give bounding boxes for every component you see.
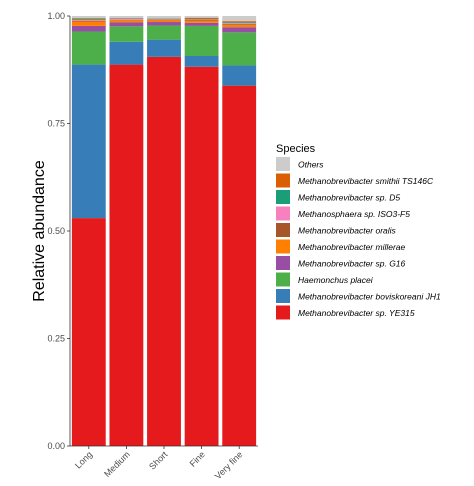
legend-key [276,289,290,303]
bar-segment-long-7 [71,19,106,20]
bar-segment-fine-2 [184,25,219,56]
legend-key [276,239,290,254]
legend-title: Species [276,143,316,155]
bar-segment-very-fine-0 [222,85,257,446]
bar-segment-long-1 [71,64,106,219]
legend-key [276,223,290,237]
x-tick-label: Short [147,449,170,472]
y-axis-title: Relative abundance [31,160,48,302]
legend-label: Methanobrevibacter smithii TS146C [298,176,434,186]
bar-segment-short-0 [147,56,181,446]
bar-segment-very-fine-1 [222,65,257,86]
bar-segment-long-8 [71,18,106,20]
bar-segment-very-fine-7 [222,22,257,23]
bar-segment-medium-2 [109,26,144,42]
legend-label: Methanobrevibacter oralis [298,226,397,236]
bar-segment-very-fine-2 [222,32,257,66]
bar-segment-fine-3 [184,22,219,26]
bar-segment-very-fine-9 [222,16,257,22]
legend-key [276,173,290,188]
bar-segment-long-0 [71,218,106,446]
bars-group [71,16,257,447]
bar-segment-short-4 [147,20,181,23]
legend-key [276,157,290,171]
bar-segment-long-9 [71,16,106,19]
y-tick-label: 0.00 [47,441,65,451]
bar-segment-long-3 [71,25,106,32]
bar-segment-medium-6 [109,19,144,20]
bar-segment-fine-8 [184,17,219,20]
legend-key [276,256,290,270]
legend-label: Methanosphaera sp. ISO3-F5 [298,209,410,219]
x-tick-label: Medium [102,449,132,479]
bar-segment-fine-4 [184,20,219,23]
bar-segment-medium-1 [109,41,144,65]
bar-segment-very-fine-3 [222,27,257,33]
bar-segment-long-5 [71,20,106,22]
bar-segment-fine-0 [184,66,219,447]
legend-label: Methanobrevibacter boviskoreani JH1 [298,292,441,302]
bar-segment-very-fine-4 [222,24,257,28]
y-tick-label: 0.50 [47,226,65,236]
bar-segment-medium-3 [109,22,144,27]
bar-segment-short-9 [147,16,181,19]
legend: Species Others Methanobrevibacter smithii… [276,143,441,320]
x-tick-label: Very fine [213,449,245,481]
bar-segment-long-6 [71,19,106,21]
legend-key [276,190,290,204]
bar-segment-long-4 [71,21,106,26]
legend-key [276,272,290,287]
legend-key [276,206,290,221]
bar-segment-medium-0 [109,64,144,446]
bar-segment-long-2 [71,31,106,65]
legend-label: Methanobrevibacter sp. D5 [298,193,400,203]
bar-segment-very-fine-5 [222,23,257,25]
bar-segment-fine-1 [184,55,219,67]
y-tick-label: 0.75 [47,119,65,129]
legend-label: Methanobrevibacter millerae [298,242,406,252]
y-tick-label: 1.00 [47,11,65,21]
legend-label: Methanobrevibacter sp. YE315 [298,308,415,318]
bar-segment-short-3 [147,22,181,26]
legend-label: Haemonchus placei [298,275,374,285]
y-tick-label: 0.25 [47,334,65,344]
legend-label: Methanobrevibacter sp. G16 [298,259,406,269]
bar-segment-very-fine-6 [222,22,257,24]
bar-segment-short-1 [147,39,181,57]
bar-segment-fine-5 [184,19,219,21]
bar-segment-fine-9 [184,16,219,18]
bar-segment-medium-9 [109,16,144,19]
x-tick-label: Fine [188,449,207,468]
legend-key [276,305,290,320]
bar-segment-short-2 [147,25,181,40]
legend-label: Others [298,160,324,170]
bar-segment-very-fine-8 [222,21,257,23]
bar-segment-medium-4 [109,20,144,23]
x-tick-label: Long [73,449,94,470]
